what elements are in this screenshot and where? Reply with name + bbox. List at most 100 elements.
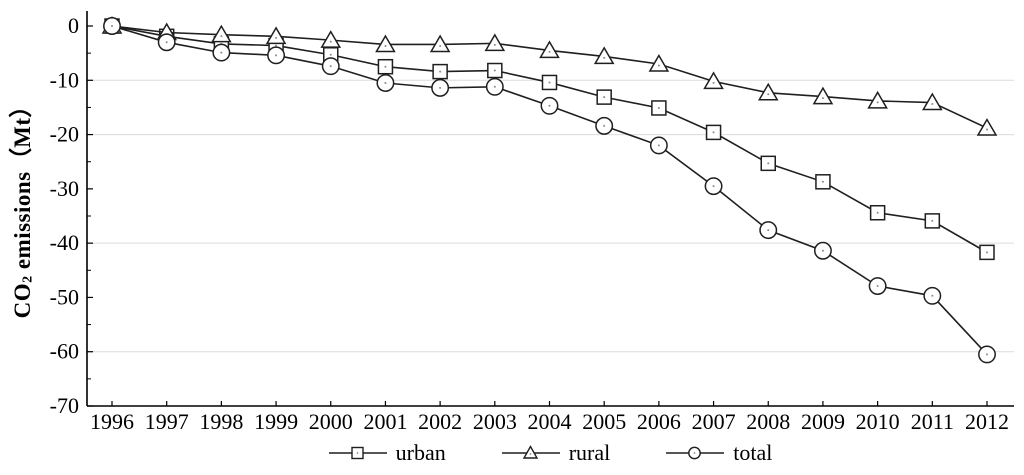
rural-marker-center-dot [767,93,770,96]
y-tick-label: -30 [50,176,79,201]
x-tick-label: 2001 [363,409,407,434]
urban-marker-center-dot [275,44,278,47]
rural-marker-center-dot [329,40,332,43]
urban-marker-center-dot [657,106,660,109]
urban-marker-center-dot [384,65,387,68]
rural-marker-center-dot [657,64,660,67]
total-marker-center-dot [931,294,934,297]
rural-marker [539,40,560,59]
rural-marker-center-dot [220,35,223,38]
x-tick-label: 2003 [473,409,517,434]
x-tick-label: 2000 [309,409,353,434]
x-tick-label: 2009 [801,409,845,434]
y-tick-label: 0 [68,13,79,38]
urban-square-marker-icon [328,446,387,460]
x-tick-label: 2011 [911,409,954,434]
legend-label-total: total [733,440,773,465]
y-tick-label: -70 [50,393,79,418]
rural-marker [922,92,943,111]
y-tick-label: -20 [50,122,79,147]
urban-marker-center-dot [986,251,988,254]
legend-label-urban: urban [395,440,446,465]
rural-marker [375,34,396,53]
rural-marker [211,24,232,43]
total-marker-center-dot [220,51,223,54]
urban-marker-center-dot [439,70,442,73]
rural-triangle-marker-icon [501,445,560,459]
total-marker-center-dot [876,285,879,288]
x-tick-label: 1997 [145,409,189,434]
rural-marker [976,118,998,136]
x-tick-label: 2004 [528,409,572,434]
rural-marker-center-dot [712,81,715,84]
total-marker-center-dot [657,144,660,147]
legend-item-total: total [666,440,772,466]
urban-marker-center-dot [821,180,824,183]
rural-marker [812,86,834,105]
y-axis-title-prefix: CO [10,282,35,319]
total-marker-center-dot [275,54,278,57]
rural-marker [648,54,670,72]
urban-marker-center-dot [876,211,879,214]
y-tick-label: -10 [50,67,79,92]
total-marker-center-dot [111,25,113,27]
rural-marker-center-dot [439,44,442,47]
y-tick-label: -50 [50,284,79,309]
x-tick-label: 2012 [965,409,1009,434]
x-tick-label: 2005 [582,409,626,434]
rural-marker-center-dot [384,44,387,47]
urban-marker-center-dot [548,81,551,84]
rural-marker [703,71,724,90]
urban-marker-center-dot [603,96,606,99]
rural-marker [265,26,287,45]
rural-marker [320,30,342,48]
rural-marker-center-dot [603,56,606,59]
urban-marker-center-dot [712,131,715,134]
urban-marker-center-dot [931,219,934,222]
total-marker-center-dot [821,249,824,252]
rural-marker-center-dot [275,36,278,39]
y-axis-title-subscript: 2 [20,275,36,283]
y-axis-title: CO2 emissions（Mt） [6,0,40,412]
legend-item-urban: urban [328,440,446,466]
total-marker-center-dot [493,85,496,88]
rural-marker-center-dot [986,128,988,131]
y-axis-title-suffix: emissions（Mt） [10,93,35,276]
total-marker-center-dot [603,124,606,127]
total-marker-center-dot [712,185,715,188]
total-marker-center-dot [767,229,770,232]
legend-item-rural: rural [501,440,611,466]
urban-marker-center-dot [493,69,496,72]
rural-marker-center-dot [548,50,551,53]
x-tick-label: 2006 [637,409,681,434]
x-tick-label: 1998 [199,409,243,434]
series-line-urban [111,25,988,254]
rural-marker-center-dot [931,103,934,106]
rural-marker-center-dot [493,43,496,46]
total-circle-marker-icon [666,446,725,460]
total-marker-center-dot [548,104,551,107]
total-marker-center-dot [986,353,988,356]
x-tick-label: 2010 [856,409,900,434]
rural-marker [867,90,888,109]
rural-marker [429,34,451,53]
total-marker-center-dot [384,82,387,85]
x-tick-label: 1999 [254,409,298,434]
urban-marker-center-dot [767,162,770,165]
legend-label-rural: rural [568,440,611,465]
x-tick-label: 2007 [692,409,736,434]
total-marker-center-dot [329,65,332,68]
y-tick-label: -60 [50,339,79,364]
x-tick-label: 2002 [418,409,462,434]
y-tick-label: -40 [50,230,79,255]
rural-marker [484,33,506,52]
legend: urban rural total [87,440,1014,466]
rural-marker-center-dot [876,101,879,104]
x-tick-label: 1996 [90,409,134,434]
x-tick-label: 2008 [746,409,790,434]
urban-marker-center-dot [329,53,332,56]
rural-marker [593,46,615,65]
total-marker-center-dot [439,86,442,89]
